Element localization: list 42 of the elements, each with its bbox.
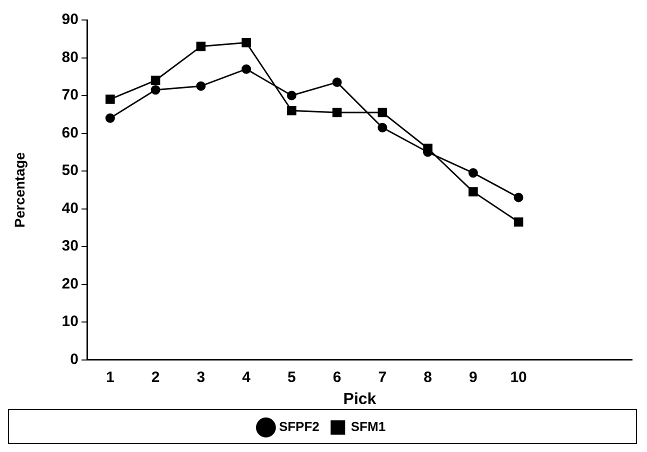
point bbox=[378, 122, 388, 132]
y-tick-label: 0 bbox=[70, 350, 78, 368]
x-tick-label: 3 bbox=[196, 368, 206, 386]
y-tick-label: 20 bbox=[62, 275, 78, 292]
x-tick-label: 7 bbox=[378, 368, 387, 386]
point bbox=[332, 78, 342, 88]
x-tick-label: 4 bbox=[242, 368, 252, 386]
x-axis-title: Pick bbox=[343, 390, 376, 408]
legend-label: SFM1 bbox=[350, 419, 386, 434]
x-tick-label: 8 bbox=[424, 368, 432, 386]
point bbox=[332, 108, 342, 118]
point bbox=[287, 106, 296, 116]
legend-label: SFPF2 bbox=[278, 419, 320, 434]
point bbox=[468, 168, 478, 178]
x-tick-label: 6 bbox=[332, 368, 342, 386]
point bbox=[378, 108, 388, 118]
point bbox=[242, 38, 251, 48]
y-tick-label: 10 bbox=[62, 313, 78, 330]
y-tick-label: 50 bbox=[62, 162, 78, 180]
point bbox=[196, 42, 206, 52]
y-tick-label: 40 bbox=[62, 200, 78, 217]
y-tick-label: 80 bbox=[62, 48, 78, 66]
y-tick-label: 60 bbox=[62, 124, 78, 142]
y-tick-label: 90 bbox=[62, 11, 78, 28]
point bbox=[514, 217, 524, 227]
point bbox=[150, 76, 160, 86]
point bbox=[242, 64, 252, 74]
point bbox=[514, 192, 524, 202]
x-tick-label: 5 bbox=[288, 368, 296, 386]
point bbox=[468, 187, 478, 196]
y-axis-title: Percentage bbox=[11, 152, 28, 228]
point bbox=[106, 94, 115, 104]
x-tick-label: 9 bbox=[469, 368, 478, 386]
point bbox=[286, 90, 296, 100]
x-tick-label: 2 bbox=[151, 368, 160, 386]
x-tick-label: 1 bbox=[106, 368, 114, 386]
point bbox=[196, 81, 206, 91]
point bbox=[105, 113, 115, 123]
y-tick-label: 30 bbox=[62, 238, 78, 255]
point bbox=[150, 85, 160, 95]
x-tick-label: 10 bbox=[510, 368, 527, 386]
y-tick-label: 70 bbox=[62, 86, 78, 104]
